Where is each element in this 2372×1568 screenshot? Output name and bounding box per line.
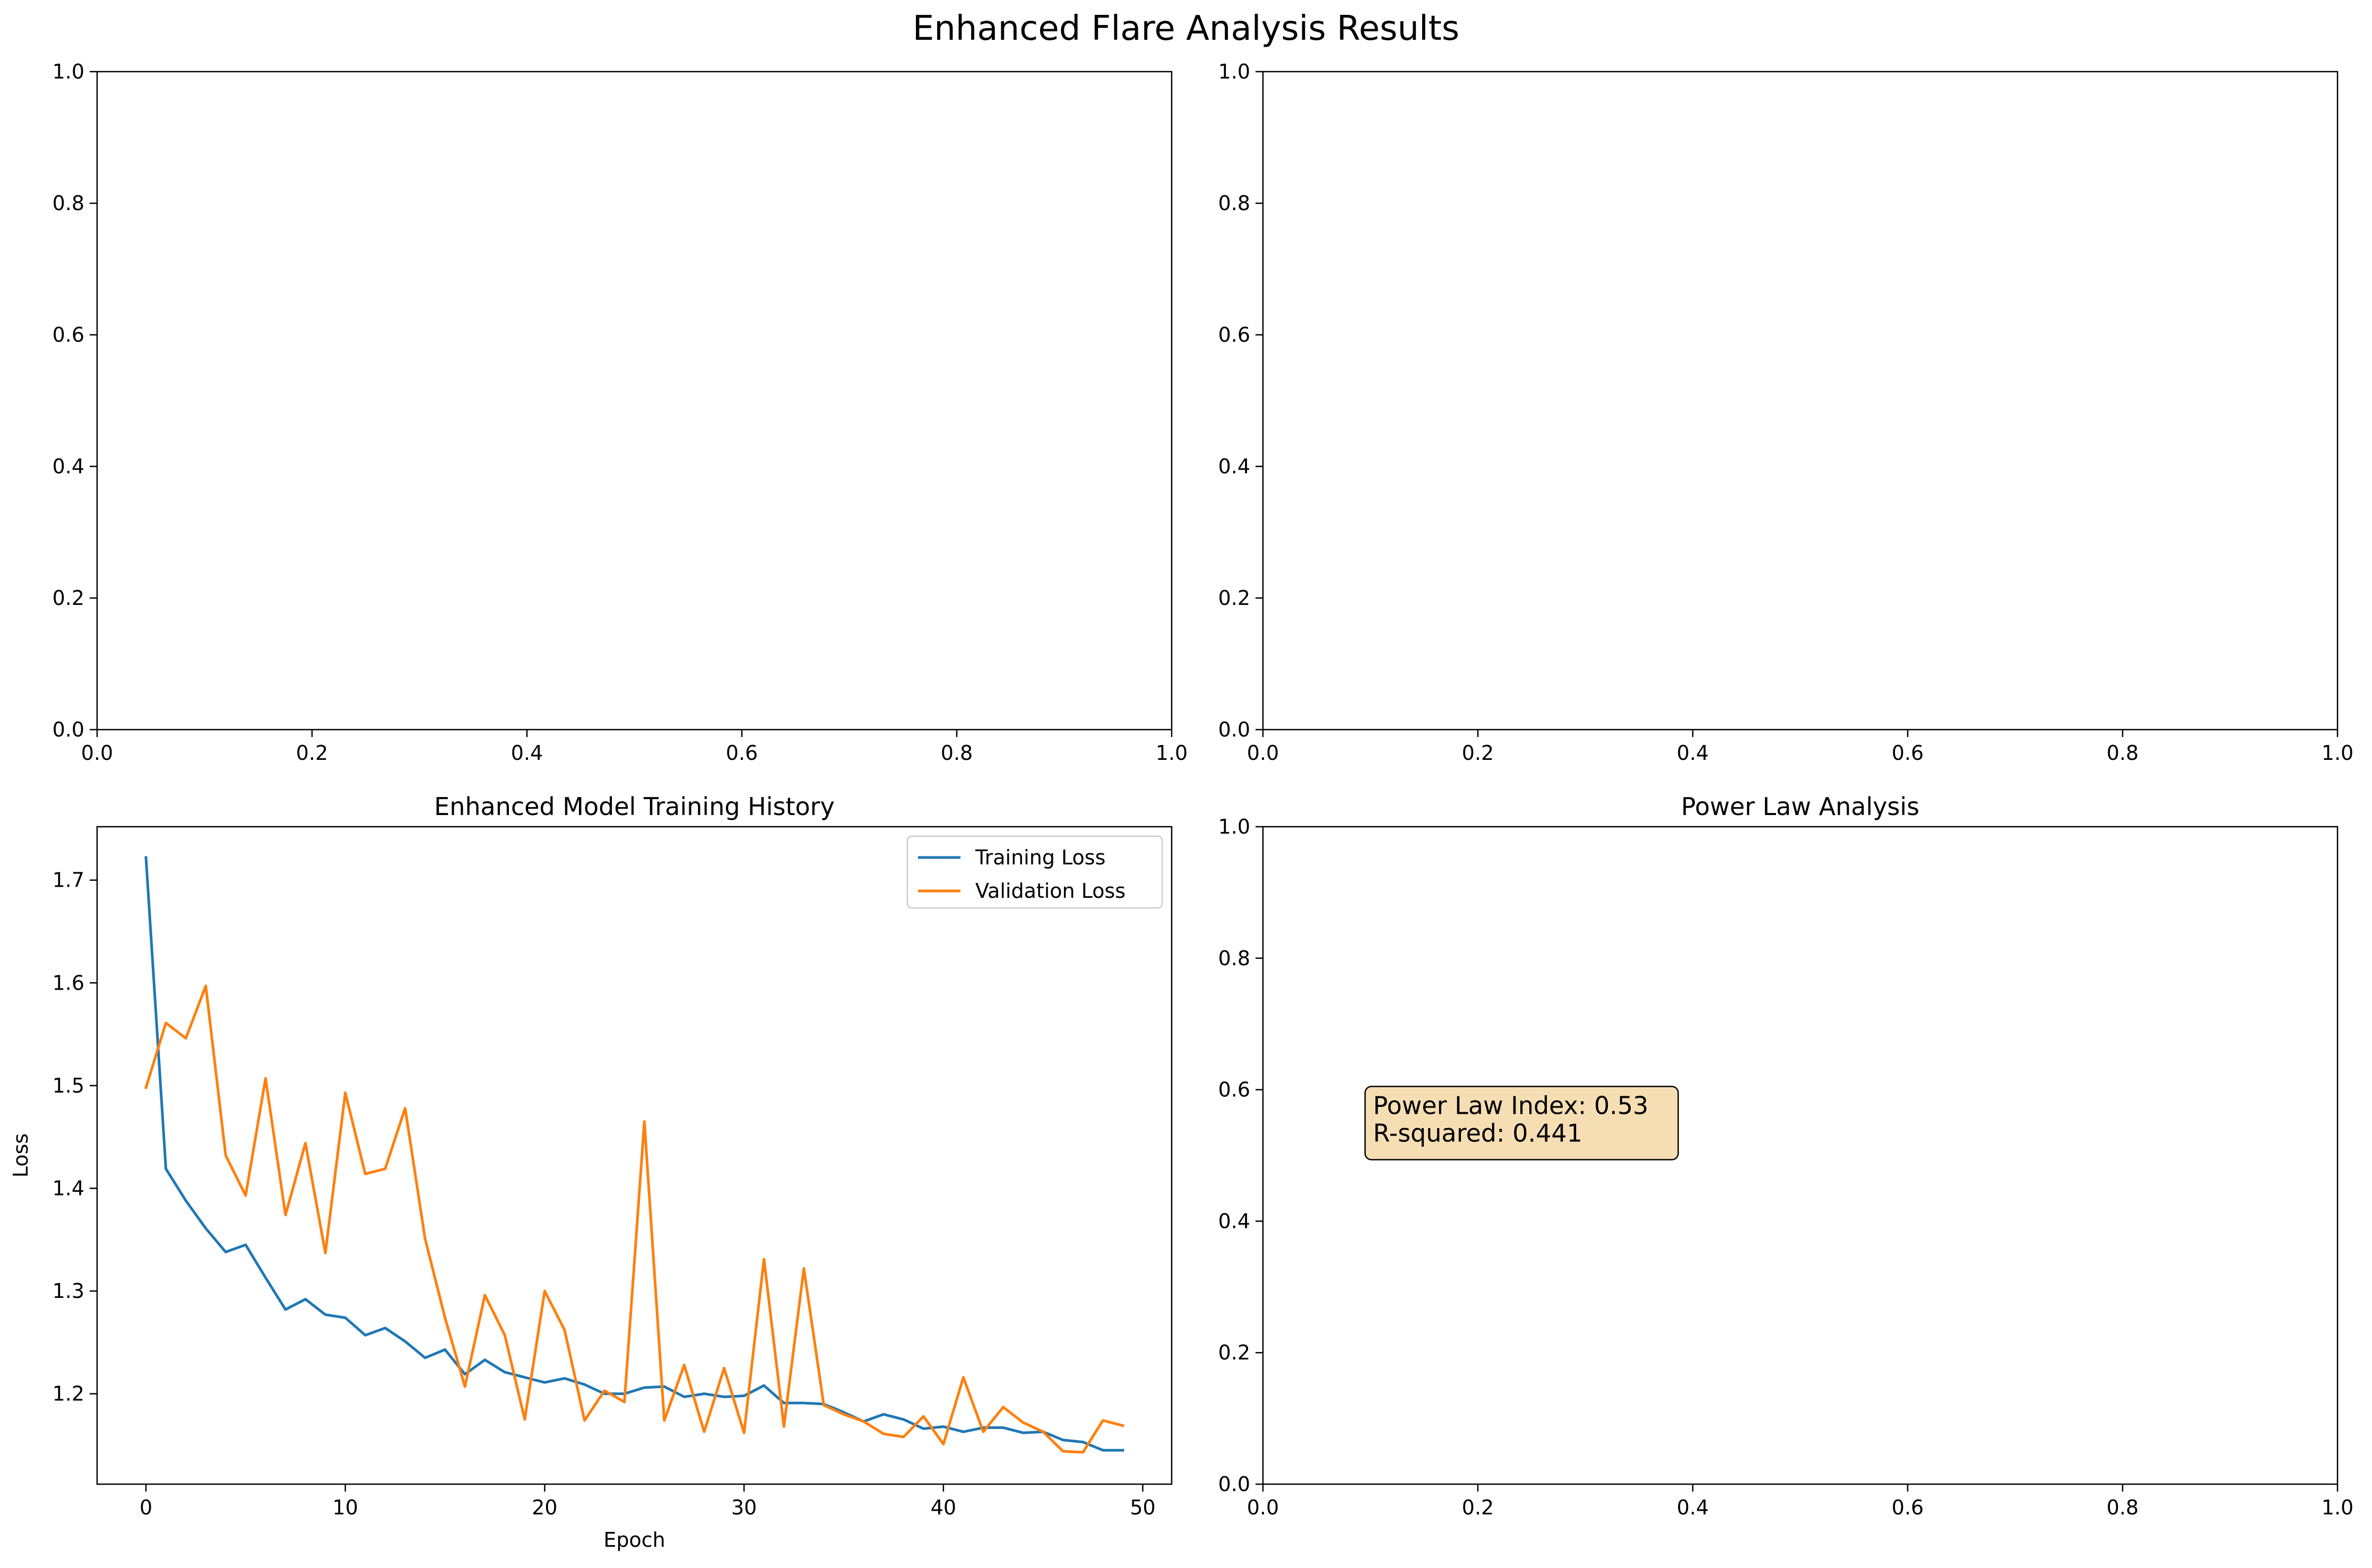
- y-tick-label: 0.6: [1218, 1078, 1250, 1102]
- x-tick-label: 0.8: [941, 741, 973, 765]
- y-tick-label: 1.4: [53, 1176, 84, 1200]
- annotation-line: Power Law Index: 0.53: [1373, 1091, 1649, 1120]
- figure-suptitle: Enhanced Flare Analysis Results: [913, 9, 1459, 48]
- x-tick-label: 0: [140, 1496, 152, 1519]
- y-tick-label: 1.0: [1218, 815, 1250, 838]
- axes-2: 0.0 0.2 0.4 0.6 0.8 1.0 0.0 0.2 0.4 0.6 0.8 1.0: [1218, 60, 2354, 765]
- annotation-line: R-squared: 0.441: [1373, 1119, 1582, 1148]
- x-tick-label: 0.4: [1677, 741, 1709, 765]
- y-tick-label: 1.5: [53, 1074, 84, 1097]
- x-tick-label: 0.0: [1247, 741, 1279, 765]
- x-tick-label: 0.6: [1892, 1496, 1924, 1519]
- x-tick-label: 0.0: [1247, 1496, 1279, 1519]
- axes-frame: [96, 826, 1173, 1485]
- x-tick-label: 0.4: [511, 741, 543, 765]
- series-line-validation-loss: [144, 984, 1124, 1454]
- y-tick-label: 0.8: [1218, 192, 1250, 215]
- y-axis-label: Loss: [9, 1133, 32, 1177]
- axes-1: 0.0 0.2 0.4 0.6 0.8 1.0 0.0 0.2 0.4 0.6 0.8 1.0: [53, 60, 1188, 765]
- x-tick-label: 1.0: [1156, 741, 1188, 765]
- y-tick-label: 0.6: [53, 323, 84, 346]
- y-tick-label: 0.2: [1218, 1341, 1250, 1364]
- y-tick-label: 0.2: [1218, 586, 1250, 610]
- legend-label: Training Loss: [975, 846, 1105, 869]
- x-tick-label: 30: [731, 1496, 757, 1519]
- y-tick-label: 0.0: [1218, 1472, 1250, 1496]
- axes-layer: 0.0 0.2 0.4 0.6 0.8 1.00.00.20.40.60.81.00.0 0…: [9, 60, 2353, 1552]
- axes-frame: [1262, 71, 2339, 731]
- y-tick-label: 0.8: [53, 192, 84, 215]
- axes-frame: [1262, 826, 2339, 1485]
- y-tick-label: 0.6: [1218, 323, 1250, 346]
- y-tick-label: 0.0: [1218, 718, 1250, 741]
- y-tick-label: 0.8: [1218, 947, 1250, 970]
- x-tick-label: 0.8: [2107, 741, 2139, 765]
- y-tick-label: 0.4: [1218, 455, 1250, 478]
- annotation: Power Law Index: 0.53R-squared: 0.441: [1364, 1086, 1679, 1160]
- y-tick-label: 1.0: [53, 60, 84, 83]
- x-tick-label: 0.8: [2107, 1496, 2139, 1519]
- y-tick-label: 0.4: [1218, 1209, 1250, 1233]
- annotation-box: [1364, 1086, 1679, 1160]
- axes-title: Power Law Analysis: [1681, 792, 1919, 821]
- y-tick-label: 0.0: [53, 718, 84, 741]
- series-line-training-loss: [144, 856, 1124, 1452]
- axes-title: Enhanced Model Training History: [434, 792, 835, 821]
- x-tick-label: 20: [532, 1496, 557, 1519]
- x-axis-label: Epoch: [603, 1528, 665, 1552]
- axes-3: 0 10 20 30 40 50 1.2 1.3 1.4 1.5 1.6 1.7 Enhanced Mo…: [9, 792, 1173, 1552]
- x-tick-label: 1.0: [2322, 741, 2353, 765]
- x-tick-label: 0.6: [726, 741, 758, 765]
- axes-4: 0.0 0.2 0.4 0.6 0.8 1.0 0.0 0.2 0.4 0.6 0.8 1.0 Powe…: [1218, 792, 2354, 1519]
- x-tick-label: 0.2: [296, 741, 328, 765]
- y-tick-label: 1.0: [1218, 60, 1250, 83]
- x-tick-label: 1.0: [2322, 1496, 2353, 1519]
- legend-label: Validation Loss: [975, 879, 1126, 903]
- y-tick-label: 0.4: [53, 455, 84, 478]
- y-tick-label: 1.3: [53, 1279, 84, 1303]
- legend-box: [906, 835, 1163, 909]
- x-tick-label: 0.2: [1462, 1496, 1494, 1519]
- x-tick-label: 0.4: [1677, 1496, 1709, 1519]
- axes-frame: [96, 71, 1173, 731]
- x-tick-label: 0.6: [1892, 741, 1924, 765]
- x-tick-label: 10: [333, 1496, 358, 1519]
- y-tick-label: 1.6: [53, 971, 84, 994]
- x-tick-label: 0.2: [1462, 741, 1494, 765]
- y-tick-label: 1.7: [53, 869, 84, 892]
- x-tick-label: 0.0: [81, 741, 113, 765]
- legend: Training Loss Validation Loss: [906, 835, 1163, 909]
- x-tick-label: 40: [931, 1496, 956, 1519]
- x-tick-label: 50: [1130, 1496, 1155, 1519]
- y-tick-label: 1.2: [53, 1382, 84, 1406]
- y-tick-label: 0.2: [53, 586, 84, 610]
